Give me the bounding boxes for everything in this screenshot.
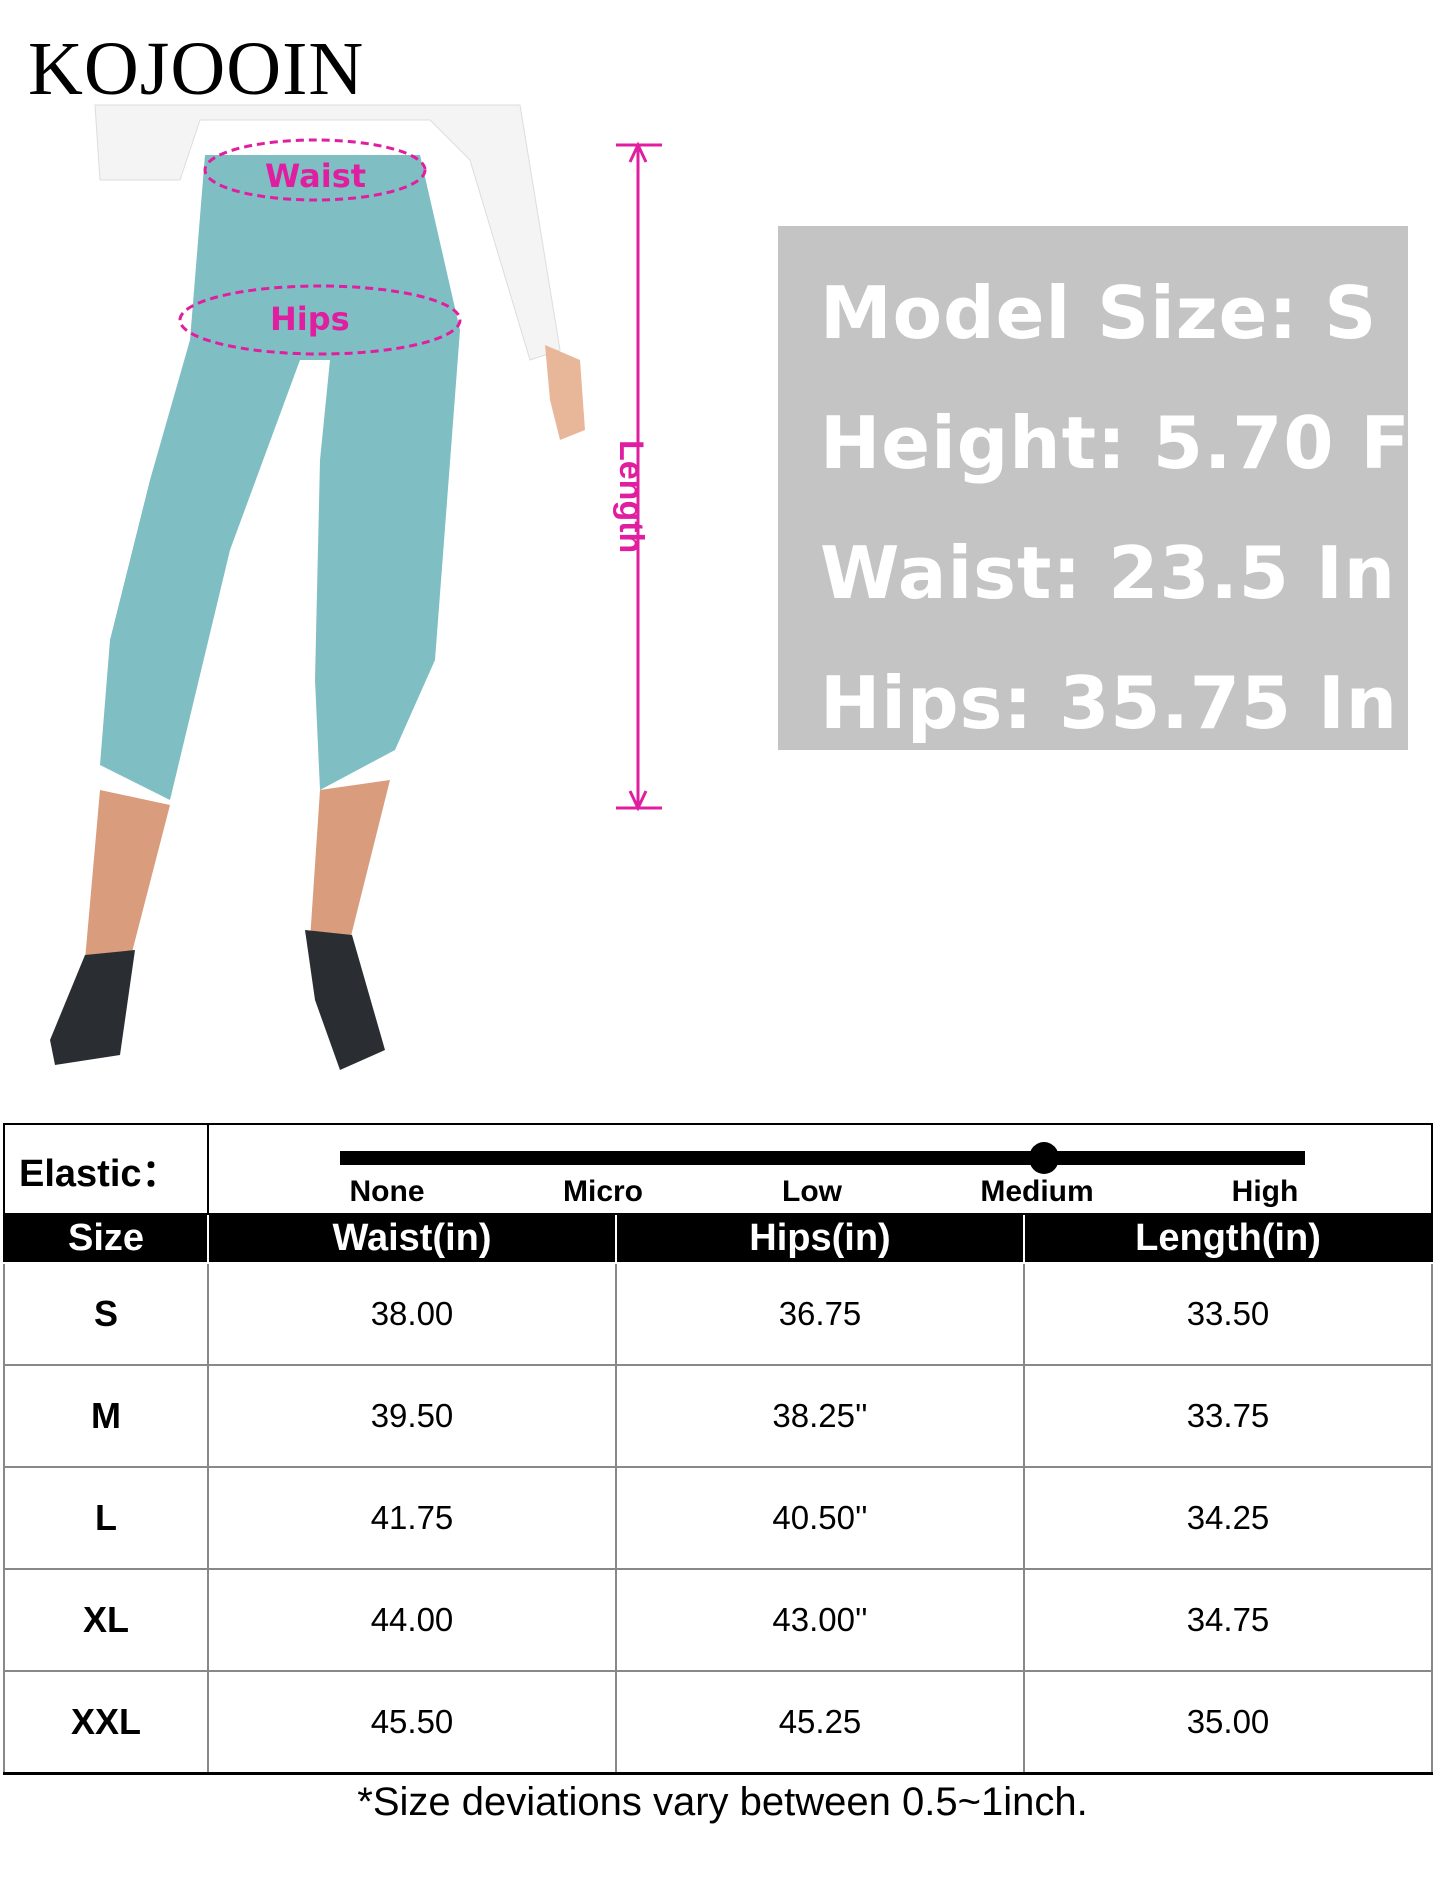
model-height: Height: 5.70 Ft	[820, 401, 1445, 485]
elastic-level: Low	[782, 1175, 842, 1208]
header-hips: Hips(in)	[615, 1213, 1025, 1264]
size-chart: Elastic： None Micro Low Medium High Size…	[3, 1123, 1433, 1775]
length-label: Length	[612, 440, 650, 554]
cell-size: XXL	[3, 1670, 209, 1775]
cell-waist: 39.50	[207, 1364, 617, 1468]
hand	[545, 345, 585, 440]
elastic-level: Medium	[980, 1175, 1094, 1208]
cell-size: XL	[3, 1568, 209, 1672]
elastic-level: Micro	[562, 1175, 644, 1208]
model-hips: Hips: 35.75 In	[820, 661, 1399, 745]
leg-left	[85, 790, 170, 960]
leg-right	[310, 780, 390, 940]
length-arrow-icon	[616, 141, 662, 812]
cell-waist: 45.50	[207, 1670, 617, 1775]
shoe-left	[50, 950, 135, 1065]
cell-hips: 45.25	[615, 1670, 1025, 1775]
cell-size: S	[3, 1262, 209, 1366]
elastic-indicator	[1029, 1142, 1059, 1174]
header-length: Length(in)	[1023, 1213, 1433, 1264]
waist-measure	[203, 138, 427, 202]
cell-hips: 36.75	[615, 1262, 1025, 1366]
shirt	[94, 104, 561, 361]
shoe-right	[305, 930, 385, 1070]
cell-size: M	[3, 1364, 209, 1468]
header-waist: Waist(in)	[207, 1213, 617, 1264]
table-header: Size Waist(in) Hips(in) Length(in)	[3, 1213, 1433, 1264]
cell-length: 33.50	[1023, 1262, 1433, 1366]
size-deviation-note: *Size deviations vary between 0.5~1inch.	[357, 1780, 1088, 1824]
pants	[100, 155, 460, 800]
hips-label: Hips	[270, 300, 350, 338]
table-row: XXL 45.50 45.25 35.00	[3, 1670, 1433, 1775]
cell-waist: 38.00	[207, 1262, 617, 1366]
elastic-scale: None Micro Low Medium High	[209, 1125, 1431, 1213]
model-waist: Waist: 23.5 In	[820, 531, 1397, 615]
model-size: Model Size: S	[820, 271, 1378, 355]
model-photo: Waist Hips	[50, 104, 585, 1070]
elastic-bar	[340, 1151, 1305, 1165]
cell-waist: 44.00	[207, 1568, 617, 1672]
cell-waist: 41.75	[207, 1466, 617, 1570]
cell-length: 34.75	[1023, 1568, 1433, 1672]
hips-measure	[178, 284, 462, 356]
table-row: XL 44.00 43.00'' 34.75	[3, 1568, 1433, 1672]
cell-size: L	[3, 1466, 209, 1570]
elastic-label: Elastic：	[3, 1123, 209, 1215]
table-row: S 38.00 36.75 33.50	[3, 1262, 1433, 1366]
table-row: L 41.75 40.50'' 34.25	[3, 1466, 1433, 1570]
elastic-level: None	[349, 1175, 425, 1208]
cell-hips: 40.50''	[615, 1466, 1025, 1570]
cell-hips: 38.25''	[615, 1364, 1025, 1468]
model-info-box: Model Size: S Height: 5.70 Ft Waist: 23.…	[778, 226, 1445, 750]
cell-length: 34.25	[1023, 1466, 1433, 1570]
cell-hips: 43.00''	[615, 1568, 1025, 1672]
header-size: Size	[3, 1213, 209, 1264]
elastic-row: Elastic： None Micro Low Medium High	[3, 1123, 1433, 1215]
cell-length: 33.75	[1023, 1364, 1433, 1468]
waist-label: Waist	[265, 157, 366, 195]
elastic-level: High	[1231, 1175, 1299, 1208]
table-row: M 39.50 38.25'' 33.75	[3, 1364, 1433, 1468]
brand-logo: KOJOOIN	[28, 27, 365, 111]
cell-length: 35.00	[1023, 1670, 1433, 1775]
